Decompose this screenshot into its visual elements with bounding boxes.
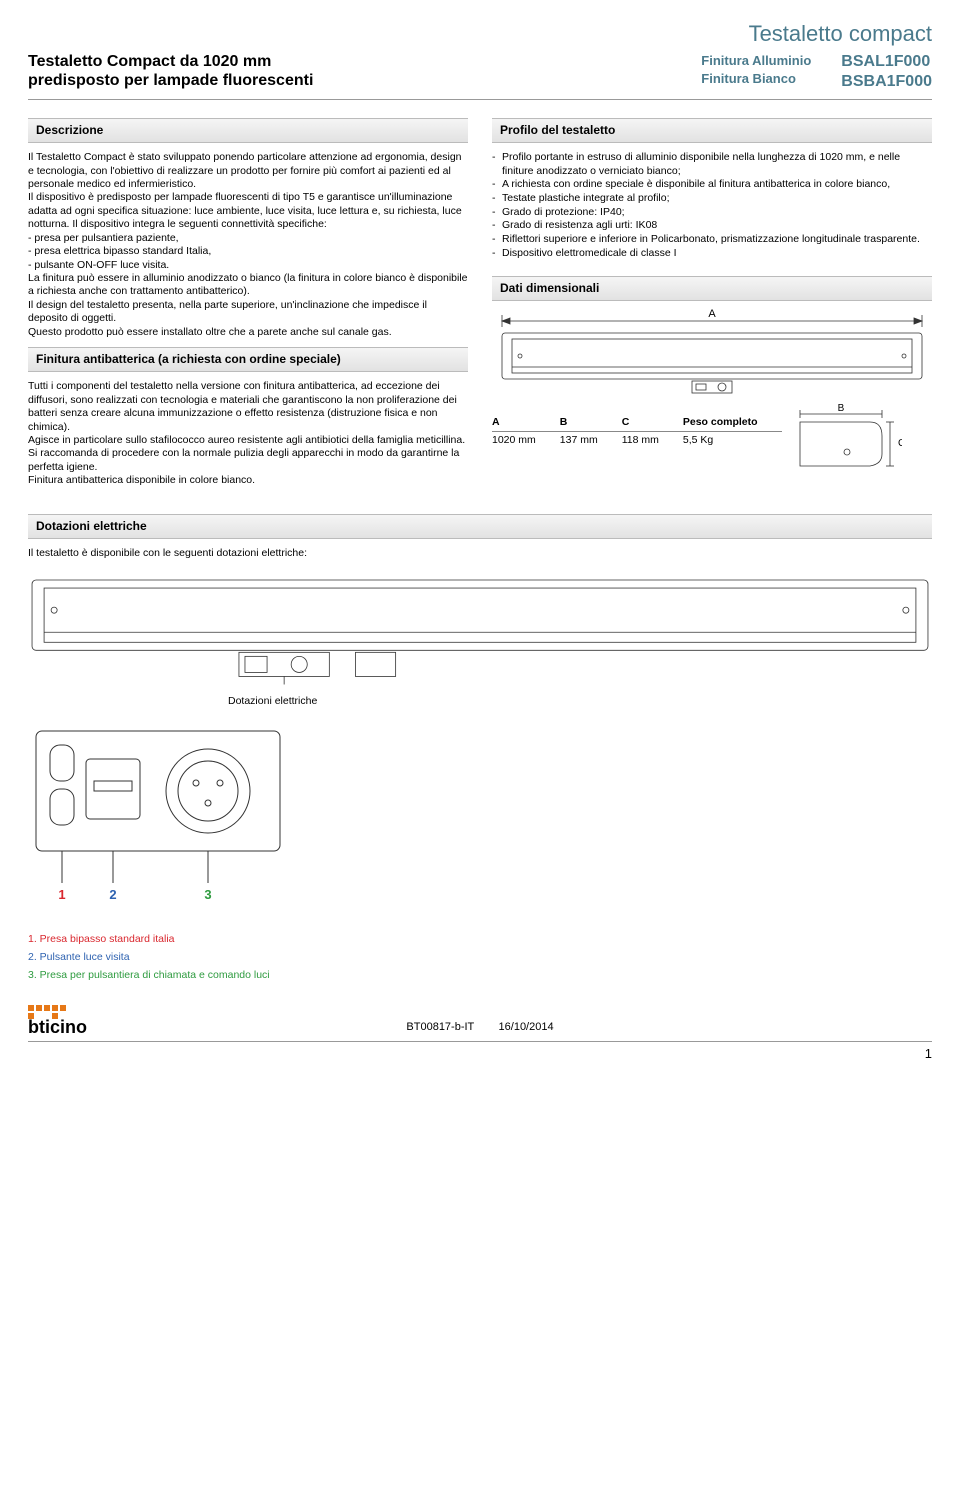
dotazioni-intro: Il testaletto è disponibile con le segue… bbox=[28, 547, 932, 560]
callout-2: 2 bbox=[109, 887, 116, 902]
section-dotazioni-head: Dotazioni elettriche bbox=[28, 514, 932, 539]
bullet: Testate plastiche integrate al profilo; bbox=[502, 192, 670, 206]
dim-th: A bbox=[492, 414, 560, 432]
finish2-code: BSBA1F000 bbox=[841, 72, 932, 93]
right-column: Profilo del testaletto -Profilo portante… bbox=[492, 118, 932, 496]
dotazioni-section: Dotazioni elettriche Il testaletto è dis… bbox=[28, 514, 932, 985]
bullet: Dispositivo elettromedicale di classe I bbox=[502, 247, 677, 261]
section-dim-head: Dati dimensionali bbox=[492, 276, 932, 301]
bullet: Grado di protezione: IP40; bbox=[502, 206, 625, 220]
two-column-layout: Descrizione Il Testaletto Compact è stat… bbox=[28, 118, 932, 496]
svg-text:bticino: bticino bbox=[28, 1017, 87, 1035]
dim-b-label: B bbox=[837, 404, 844, 414]
left-column: Descrizione Il Testaletto Compact è stat… bbox=[28, 118, 468, 496]
finish1-code: BSAL1F000 bbox=[841, 52, 932, 73]
footer-doc: BT00817-b-IT bbox=[406, 1021, 474, 1033]
finish1-label: Finitura Alluminio bbox=[701, 52, 811, 70]
dim-td: 118 mm bbox=[622, 432, 683, 450]
bullet: A richiesta con ordine speciale è dispon… bbox=[502, 178, 890, 192]
dim-c-label: C bbox=[898, 438, 902, 449]
bullet: Profilo portante in estruso di alluminio… bbox=[502, 151, 932, 178]
dim-th: C bbox=[622, 414, 683, 432]
finitura-body: Tutti i componenti del testaletto nella … bbox=[28, 380, 468, 488]
dim-td: 1020 mm bbox=[492, 432, 560, 450]
dim-th: B bbox=[560, 414, 622, 432]
section-finitura-head: Finitura antibatterica (a richiesta con … bbox=[28, 347, 468, 372]
socket-detail-diagram: 1 2 3 bbox=[28, 723, 288, 913]
brand-line: Testaletto compact bbox=[28, 20, 932, 48]
section-descrizione-head: Descrizione bbox=[28, 118, 468, 143]
bullet: Riflettori superiore e inferiore in Poli… bbox=[502, 233, 920, 247]
descrizione-body: Il Testaletto Compact è stato sviluppato… bbox=[28, 151, 468, 339]
legend-2: 2. Pulsante luce visita bbox=[28, 951, 130, 963]
dotazioni-caption: Dotazioni elettriche bbox=[228, 695, 932, 708]
bticino-logo: bticino bbox=[28, 1005, 158, 1035]
dim-td: 137 mm bbox=[560, 432, 622, 450]
bullet: Grado di resistenza agli urti: IK08 bbox=[502, 219, 657, 233]
legend-list: 1. Presa bipasso standard italia 2. Puls… bbox=[28, 931, 932, 985]
device-long-diagram bbox=[28, 576, 932, 686]
legend-1: 1. Presa bipasso standard italia bbox=[28, 933, 175, 945]
finish2-label: Finitura Bianco bbox=[701, 70, 811, 88]
page-header: Testaletto compact Testaletto Compact da… bbox=[28, 20, 932, 100]
dim-th: Peso completo bbox=[683, 414, 782, 432]
title-line-1: Testaletto Compact da 1020 mm bbox=[28, 52, 701, 71]
dim-table-and-side: A B C Peso completo 1020 mm 137 mm 118 m… bbox=[492, 404, 932, 484]
dimensions-table: A B C Peso completo 1020 mm 137 mm 118 m… bbox=[492, 414, 782, 449]
section-profilo-head: Profilo del testaletto bbox=[492, 118, 932, 143]
callout-1: 1 bbox=[58, 887, 65, 902]
callout-3: 3 bbox=[204, 887, 211, 902]
front-view-diagram: A bbox=[492, 309, 932, 399]
profilo-bullets: -Profilo portante in estruso di allumini… bbox=[492, 151, 932, 260]
legend-3: 3. Presa per pulsantiera di chiamata e c… bbox=[28, 969, 270, 981]
dim-a-label: A bbox=[708, 309, 716, 320]
footer-date: 16/10/2014 bbox=[499, 1021, 554, 1033]
title-line-2: predisposto per lampade fluorescenti bbox=[28, 71, 701, 90]
page-number: 1 bbox=[28, 1041, 932, 1062]
dim-td: 5,5 Kg bbox=[683, 432, 782, 450]
page-footer: bticino BT00817-b-IT 16/10/2014 bbox=[28, 1005, 932, 1035]
side-view-diagram: B C bbox=[792, 404, 902, 484]
